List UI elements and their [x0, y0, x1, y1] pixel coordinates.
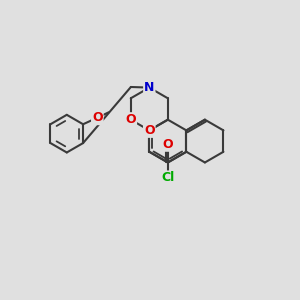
- Text: O: O: [144, 124, 154, 137]
- Text: N: N: [144, 81, 154, 94]
- Text: O: O: [92, 111, 103, 124]
- Text: Cl: Cl: [161, 171, 175, 184]
- Text: O: O: [163, 138, 173, 151]
- Text: O: O: [125, 113, 136, 126]
